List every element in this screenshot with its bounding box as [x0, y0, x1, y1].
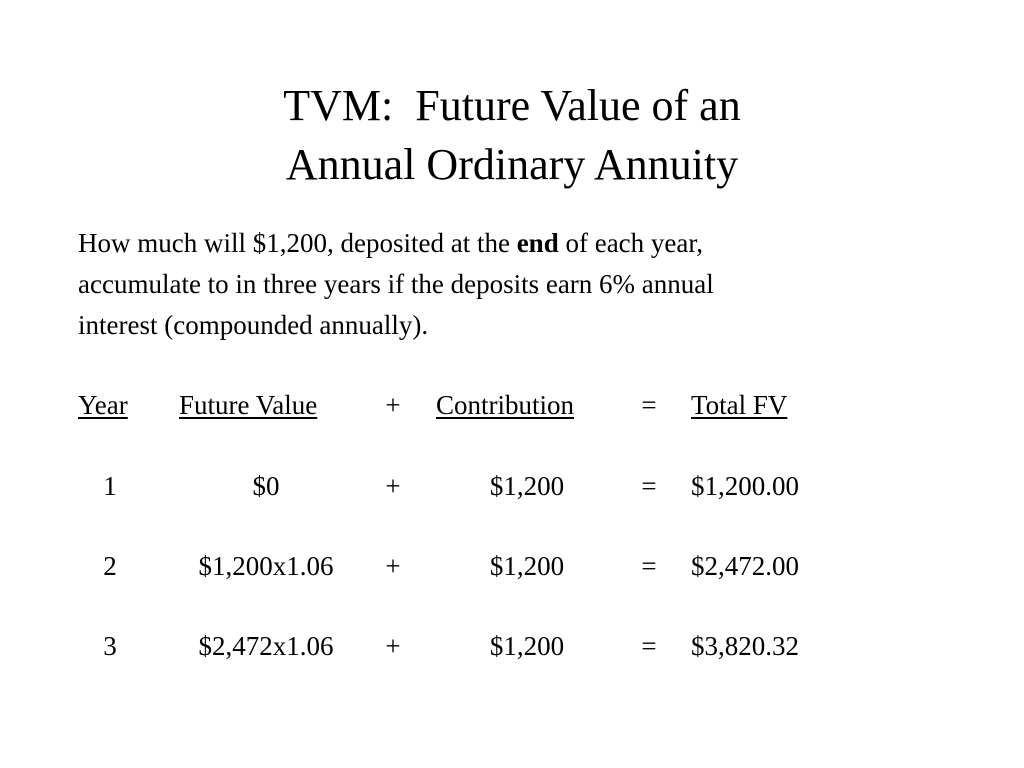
- table-cell: +: [385, 551, 401, 581]
- table-cell: $3,820.32: [691, 631, 799, 661]
- table-cell: 2: [103, 551, 117, 581]
- header-cell: =: [641, 390, 657, 420]
- header-cell: +: [385, 390, 401, 420]
- header-cell: Year: [78, 390, 128, 420]
- table-cell: 1: [103, 471, 117, 501]
- paragraph-line: accumulate to in three years if the depo…: [78, 271, 714, 298]
- table-cell: $1,200: [489, 471, 565, 501]
- table-cell: +: [385, 471, 401, 501]
- bold-text: end: [516, 228, 559, 258]
- table-cell: $2,472.00: [691, 551, 799, 581]
- header-cell: Total FV: [691, 390, 788, 420]
- table-cell: =: [641, 551, 657, 581]
- paragraph-line: interest (compounded annually).: [78, 312, 428, 339]
- text: accumulate to in three years if the depo…: [78, 269, 714, 299]
- table-cell: +: [385, 631, 401, 661]
- title-line: Annual Ordinary Annuity: [285, 140, 739, 189]
- paragraph-line: How much will $1,200, deposited at the e…: [78, 230, 703, 257]
- header-cell: Contribution: [436, 390, 575, 420]
- title-line: TVM: Future Value of an: [283, 81, 741, 130]
- table-cell: $2,472x1.06: [198, 631, 334, 661]
- text: How much will $1,200, deposited at the: [78, 228, 517, 258]
- header-cell: Future Value: [179, 390, 318, 420]
- table-cell: $1,200: [489, 551, 565, 581]
- table-cell: $0: [252, 471, 280, 501]
- table-cell: $1,200: [489, 631, 565, 661]
- table-cell: 3: [103, 631, 117, 661]
- table-cell: =: [641, 631, 657, 661]
- text: of each year,: [558, 228, 704, 258]
- table-cell: $1,200x1.06: [198, 551, 334, 581]
- text: interest (compounded annually).: [78, 310, 429, 340]
- table-cell: $1,200.00: [691, 471, 799, 501]
- table-cell: =: [641, 471, 657, 501]
